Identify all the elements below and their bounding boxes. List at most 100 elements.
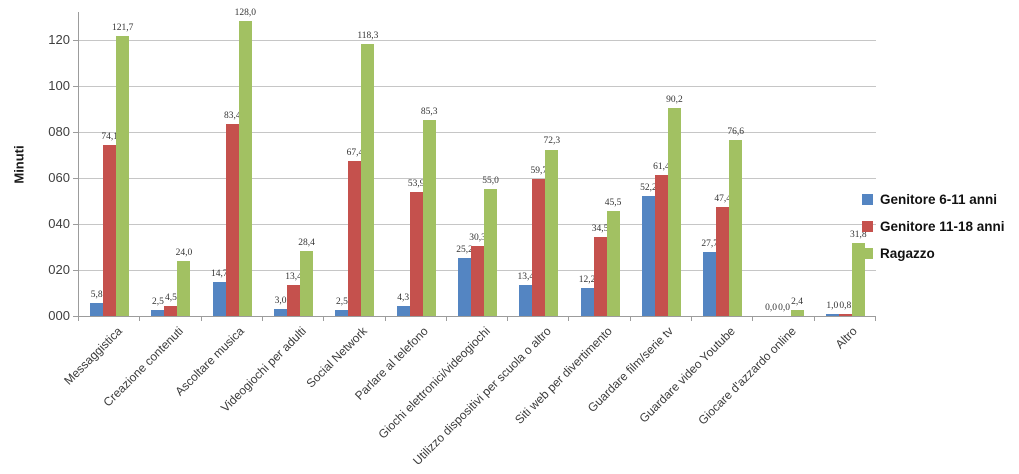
legend-item: Genitore 11-18 anni: [862, 219, 1005, 234]
y-tick-mark: [73, 316, 78, 317]
bar: [484, 189, 497, 316]
bar: [716, 206, 730, 316]
bar-value-label: 1,0: [826, 300, 839, 311]
legend: Genitore 6-11 anni Genitore 11-18 anni Rag…: [862, 192, 1005, 273]
bar-value-label: 14,7: [210, 269, 228, 280]
x-tick-mark: [200, 316, 202, 321]
x-tick-mark: [323, 316, 325, 321]
y-tick-mark: [73, 223, 78, 225]
y-tick-label: 000: [48, 308, 70, 323]
bar: [103, 145, 117, 316]
bar: [654, 174, 668, 316]
bar-value-label: 59,7: [530, 165, 548, 176]
bar-value-label: 12,2: [578, 274, 596, 285]
x-tick-mark: [752, 316, 754, 321]
bar: [471, 246, 484, 316]
bar: [212, 282, 226, 316]
bar-value-label: 31,8: [850, 229, 867, 240]
x-tick-mark: [445, 316, 447, 321]
bar: [851, 242, 865, 316]
bar: [580, 287, 594, 316]
bar: [667, 108, 681, 316]
bar: [409, 191, 423, 316]
bar: [274, 309, 288, 316]
bar-value-label: 13,4: [517, 272, 535, 283]
bar-value-label: 118,3: [357, 30, 379, 41]
bar: [422, 119, 436, 316]
x-tick-mark: [875, 316, 876, 321]
bar: [177, 260, 191, 316]
y-tick-label: 060: [48, 169, 70, 185]
legend-item: Ragazzo: [862, 246, 1005, 261]
bar: [238, 21, 252, 316]
y-tick-mark: [73, 131, 78, 133]
bar-value-label: 0,8: [839, 301, 852, 312]
bar-value-label: 28,4: [298, 237, 315, 248]
x-tick-mark: [507, 316, 509, 321]
bar-value-label: 0,0: [778, 303, 790, 313]
x-tick-mark: [691, 316, 693, 321]
bar: [116, 35, 130, 316]
gridline: [79, 85, 876, 87]
bar-value-label: 53,9: [407, 178, 425, 189]
bar-value-label: 2,5: [152, 297, 164, 308]
bar-value-label: 2,5: [335, 297, 348, 308]
bar-value-label: 13,4: [285, 272, 302, 283]
bar-value-label: 5,8: [90, 289, 103, 300]
bar-value-label: 67,4: [346, 147, 364, 158]
gridline: [79, 177, 876, 179]
bar-value-label: 83,4: [223, 110, 241, 121]
bar-value-label: 55,0: [482, 176, 499, 187]
gridline: [79, 223, 876, 225]
y-axis-title: Minuti: [11, 145, 27, 184]
y-tick-label: 100: [48, 77, 70, 93]
bar: [519, 285, 533, 316]
bar-value-label: 4,3: [397, 293, 410, 304]
bar: [641, 195, 655, 316]
gridline: [79, 39, 876, 41]
bar: [593, 236, 607, 316]
bar-value-label: 27,7: [701, 239, 719, 250]
bar: [287, 285, 301, 316]
bar: [825, 313, 839, 316]
bar-value-label: 3,0: [274, 296, 287, 307]
y-tick-mark: [73, 85, 78, 87]
bar-value-label: 25,2: [456, 244, 473, 255]
bar-value-label: 24,0: [175, 247, 193, 258]
legend-label: Genitore 6-11 anni: [880, 192, 998, 207]
gridline: [79, 131, 876, 133]
bar: [396, 306, 410, 316]
bar-value-label: 121,7: [111, 22, 134, 33]
bar-value-label: 74,1: [101, 132, 118, 143]
bar: [790, 310, 804, 316]
bar: [458, 257, 471, 316]
y-tick-mark: [73, 39, 78, 41]
bar-value-label: 47,4: [714, 193, 732, 204]
legend-swatch: [862, 194, 873, 205]
bar: [335, 310, 349, 316]
legend-label: Ragazzo: [880, 246, 935, 261]
bar: [90, 302, 104, 316]
bar: [838, 314, 852, 316]
bar-value-label: 34,5: [591, 223, 609, 234]
legend-swatch: [862, 248, 873, 259]
bar-value-label: 61,4: [653, 161, 670, 172]
bar: [348, 160, 362, 316]
bar-value-label: 45,5: [604, 198, 622, 209]
x-tick-mark: [568, 316, 570, 321]
bar: [151, 310, 165, 316]
bar-value-label: 76,6: [727, 126, 745, 137]
y-tick-mark: [73, 269, 78, 271]
bar-value-label: 4,5: [165, 292, 177, 303]
x-tick-mark: [139, 316, 141, 321]
bar-value-label: 2,4: [791, 297, 803, 308]
bar: [164, 305, 178, 316]
legend-swatch: [862, 221, 873, 232]
bar-value-label: 90,2: [666, 95, 683, 106]
bar-value-label: 30,3: [469, 233, 486, 244]
legend-item: Genitore 6-11 anni: [862, 192, 1005, 207]
y-tick-mark: [73, 177, 78, 179]
bar: [545, 149, 559, 316]
bar: [532, 178, 546, 316]
